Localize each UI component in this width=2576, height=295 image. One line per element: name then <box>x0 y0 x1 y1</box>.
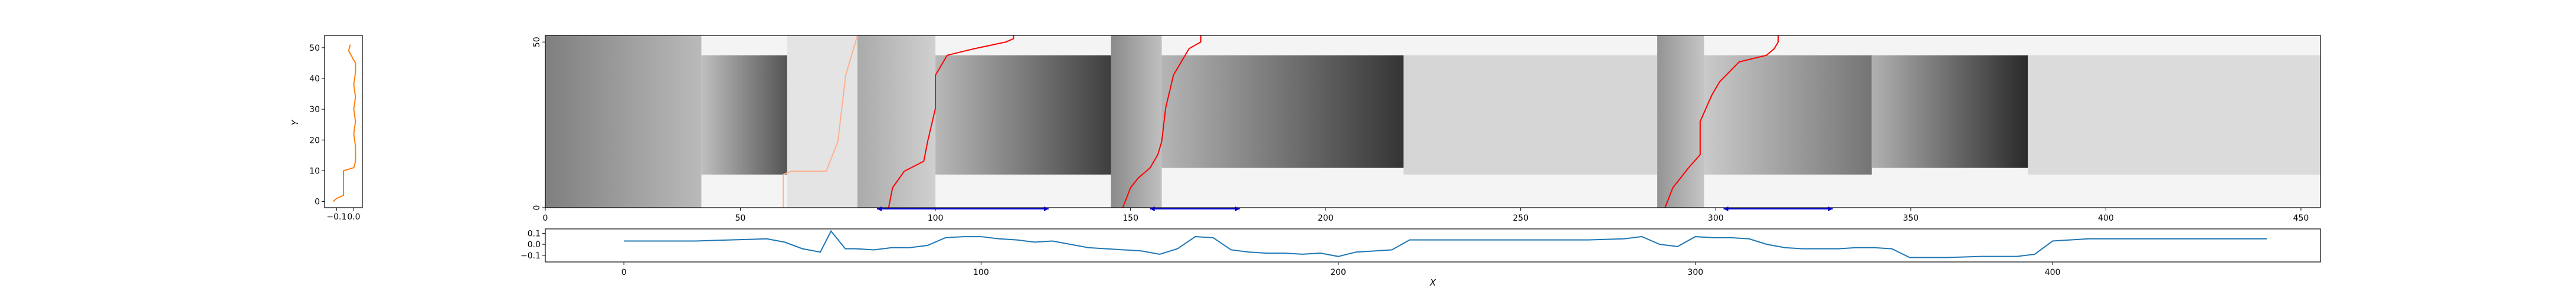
cost-matrix-xtick-label: 300 <box>1708 214 1724 223</box>
window-marker-right-arrow <box>1043 206 1049 211</box>
window-marker-left-arrow <box>1723 206 1729 211</box>
left-panel-ticks: 0 10 20 30 40 50 −0.1 0.0 <box>309 44 360 222</box>
warp-path <box>783 35 858 208</box>
bottom-panel-series <box>624 230 2267 258</box>
cost-matrix-xtick-label: 350 <box>1903 214 1919 223</box>
window-marker-right-arrow <box>1235 206 1240 211</box>
cost-matrix-ytick-label: 0 <box>532 205 542 211</box>
bottom-xtick-label: 400 <box>2045 268 2061 277</box>
warp-path <box>888 35 1014 208</box>
cost-matrix-xtick-label: 0 <box>543 214 548 223</box>
cost-matrix-xtick-label: 200 <box>1318 214 1334 223</box>
bottom-series-line <box>624 230 2267 258</box>
cost-matrix-cells <box>545 35 2320 208</box>
left-panel-ylabel: Y <box>290 119 300 126</box>
left-ytick-label: 30 <box>309 105 320 114</box>
cost-matrix-cell <box>857 35 936 208</box>
left-xtick-label: 0.0 <box>347 212 360 222</box>
cost-matrix-cell <box>1161 55 1404 168</box>
cost-matrix-cell <box>545 35 702 208</box>
left-ytick-label: 10 <box>309 166 320 176</box>
bottom-xtick-label: 300 <box>1687 268 1703 277</box>
warp-path <box>1122 35 1202 208</box>
left-xtick-label: −0.1 <box>326 212 346 222</box>
cost-matrix-xtick-label: 400 <box>2098 214 2114 223</box>
cost-matrix-xtick-label: 450 <box>2293 214 2309 223</box>
cost-matrix-cell <box>1657 35 1704 208</box>
bottom-xtick-label: 0 <box>621 268 627 277</box>
cost-matrix-cell <box>1111 35 1162 208</box>
left-panel-series <box>332 44 356 202</box>
cost-matrix-xtick-label: 50 <box>735 214 746 223</box>
cost-matrix-cell <box>1704 55 1872 175</box>
bottom-xtick-label: 100 <box>973 268 989 277</box>
bottom-panel-frame <box>545 228 2321 263</box>
bottom-ytick-label: 0.0 <box>528 240 541 250</box>
cost-matrix-ticks: 0 50 100 150 200 250 300 350 400 450 0 50 <box>532 37 2309 223</box>
left-ytick-label: 40 <box>309 74 320 84</box>
window-markers <box>876 206 1833 211</box>
bottom-panel-xlabel: X <box>1429 277 1436 288</box>
left-ytick-label: 0 <box>315 198 320 207</box>
cost-matrix-cell <box>787 35 857 208</box>
cost-matrix-cell <box>1403 55 1658 175</box>
left-series-panel: 0 10 20 30 40 50 −0.1 0.0 Y <box>290 35 363 222</box>
left-series-line <box>332 44 356 202</box>
cost-matrix-panel: 0 50 100 150 200 250 300 350 400 450 0 50 <box>532 35 2321 223</box>
warp-paths <box>783 35 1779 208</box>
bottom-ytick-label: −0.1 <box>521 251 541 261</box>
bottom-panel-ticks: 0 100 200 300 400 0.1 0.0−0.1 <box>521 229 2060 277</box>
window-marker-left-arrow <box>1150 206 1155 211</box>
cost-matrix-xtick-label: 250 <box>1513 214 1528 223</box>
cost-matrix-ytick-label: 50 <box>532 37 542 47</box>
bottom-series-panel: 0 100 200 300 400 0.1 0.0−0.1 X <box>521 228 2321 288</box>
cost-matrix-cell <box>701 55 787 175</box>
cost-matrix-xtick-label: 100 <box>928 214 944 223</box>
cost-matrix-cell <box>2028 55 2320 175</box>
cost-matrix-cell <box>935 55 1111 175</box>
window-marker-left-arrow <box>876 206 882 211</box>
left-ytick-label: 20 <box>309 136 320 145</box>
cost-matrix-frame <box>545 35 2321 208</box>
window-marker-right-arrow <box>1828 206 1833 211</box>
warp-path <box>1664 35 1779 208</box>
bottom-ytick-label: 0.1 <box>528 229 541 238</box>
cost-matrix-xtick-label: 150 <box>1122 214 1138 223</box>
left-ytick-label: 50 <box>309 44 320 53</box>
cost-matrix-cell <box>1871 55 2028 168</box>
bottom-xtick-label: 200 <box>1330 268 1346 277</box>
